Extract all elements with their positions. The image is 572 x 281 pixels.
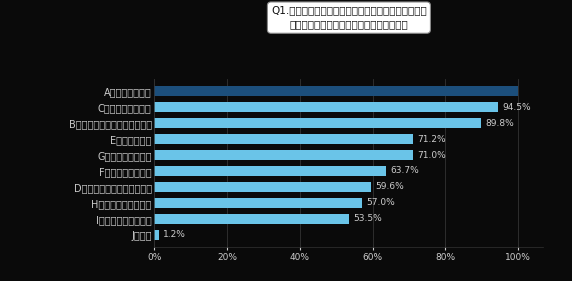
Text: 53.5%: 53.5% <box>353 214 382 223</box>
Bar <box>154 134 413 144</box>
Bar <box>154 230 159 240</box>
Text: 63.7%: 63.7% <box>390 166 419 175</box>
Text: Q1.あなたの考えるマネージャーの役割は何ですか？
下記よりお選びください。（複数選択可）: Q1.あなたの考えるマネージャーの役割は何ですか？ 下記よりお選びください。（複… <box>271 6 427 30</box>
Bar <box>154 198 362 208</box>
Text: 1.2%: 1.2% <box>163 230 186 239</box>
Bar <box>154 182 371 192</box>
Bar <box>154 166 386 176</box>
Text: 59.6%: 59.6% <box>375 182 404 191</box>
Bar <box>154 214 349 224</box>
Bar <box>154 150 412 160</box>
Text: 57.0%: 57.0% <box>366 198 395 207</box>
Bar <box>154 86 518 96</box>
Text: 89.8%: 89.8% <box>485 119 514 128</box>
Bar <box>154 102 498 112</box>
Bar <box>154 118 481 128</box>
Text: 71.2%: 71.2% <box>418 135 446 144</box>
Text: 94.5%: 94.5% <box>502 103 531 112</box>
Text: 71.0%: 71.0% <box>417 151 446 160</box>
